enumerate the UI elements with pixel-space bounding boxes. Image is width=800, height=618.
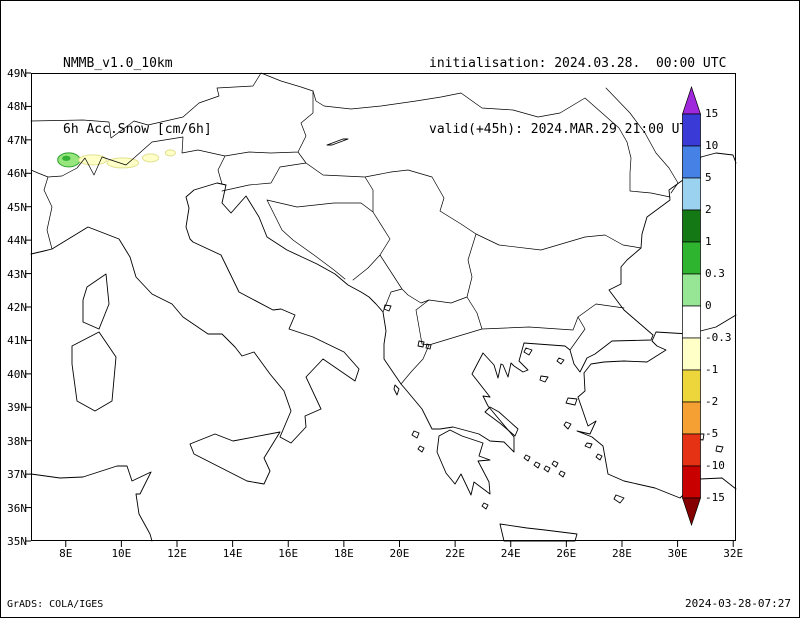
colorbar-level-label: -10 xyxy=(705,459,725,472)
snow-patch xyxy=(164,149,176,157)
lat-tick-label: 46N xyxy=(7,167,27,181)
axis-ticks xyxy=(25,72,734,547)
colorbar-segment xyxy=(682,369,701,403)
lakes xyxy=(326,138,724,453)
borders-west-alps xyxy=(30,72,314,250)
lon-tick-label: 20E xyxy=(389,547,410,560)
lon-tick-label: 8E xyxy=(59,547,73,560)
colorbar-segment xyxy=(682,241,701,275)
snow-patch xyxy=(106,157,140,169)
creation-timestamp: 2024-03-28-07:27 xyxy=(685,597,791,610)
island-corsica xyxy=(82,273,110,330)
lat-tick-label: 36N xyxy=(7,501,27,515)
lat-tick-label: 45N xyxy=(7,200,27,214)
colorbar-arrow-top xyxy=(682,86,701,115)
island-sardinia xyxy=(71,331,117,412)
colorbar-level-label: -1 xyxy=(705,363,719,376)
title-block: NMMB_v1.0_10km 6h Acc.Snow [cm/6h] xyxy=(63,9,212,185)
colorbar xyxy=(682,86,701,527)
colorbar-level-label: -2 xyxy=(705,395,719,408)
colorbar-level-label: 5 xyxy=(705,171,712,184)
snow-patch xyxy=(62,155,71,161)
lon-tick-label: 14E xyxy=(222,547,243,560)
island-sicily xyxy=(189,431,281,485)
map-area xyxy=(25,72,737,547)
lat-tick-label: 41N xyxy=(7,334,27,348)
coastline-europe xyxy=(30,152,737,453)
grads-credit: GrADS: COLA/IGES xyxy=(7,599,104,610)
lat-tick-label: 43N xyxy=(7,267,27,281)
colorbar-segment xyxy=(682,209,701,243)
colorbar-level-label: -15 xyxy=(705,491,725,504)
lat-tick-label: 35N xyxy=(7,535,27,548)
minor-islands xyxy=(393,347,625,510)
colorbar-level-label: 0 xyxy=(705,299,712,312)
colorbar-segment xyxy=(682,145,701,179)
lat-tick-label: 37N xyxy=(7,468,27,482)
map-frame xyxy=(31,73,736,541)
time-block: initialisation: 2024.03.28. 00:00 UTC va… xyxy=(429,9,726,185)
lon-tick-label: 10E xyxy=(111,547,132,560)
colorbar-level-label: 1 xyxy=(705,235,712,248)
colorbar-segment xyxy=(682,177,701,211)
lat-tick-label: 42N xyxy=(7,301,27,314)
colorbar-segment xyxy=(682,337,701,371)
colorbar-segment xyxy=(682,433,701,467)
lon-tick-label: 26E xyxy=(556,547,577,560)
lon-tick-label: 18E xyxy=(333,547,354,560)
colorbar-segment xyxy=(682,305,701,339)
field-name: 6h Acc.Snow [cm/6h] xyxy=(63,122,212,137)
valid-time: valid(+45h): 2024.MAR.29 21:00 UTC xyxy=(429,122,696,137)
init-time: initialisation: 2024.03.28. 00:00 UTC xyxy=(429,56,727,71)
colorbar-level-label: 2 xyxy=(705,203,712,216)
coastline-north-africa xyxy=(30,465,153,542)
lat-tick-label: 48N xyxy=(7,100,27,114)
colorbar-level-label: -5 xyxy=(705,427,719,440)
island-crete xyxy=(499,523,578,542)
snow-patch xyxy=(142,153,160,163)
lat-tick-label: 40N xyxy=(7,367,27,381)
lon-tick-label: 28E xyxy=(612,547,632,560)
island-euboea xyxy=(484,406,519,437)
model-name: NMMB_v1.0_10km xyxy=(63,56,173,71)
lon-tick-label: 30E xyxy=(667,547,688,560)
peninsula-peloponnese xyxy=(436,429,491,496)
lat-tick-label: 47N xyxy=(7,133,27,147)
lat-tick-label: 49N xyxy=(7,67,27,80)
lat-tick-label: 44N xyxy=(7,234,27,248)
lon-tick-label: 16E xyxy=(278,547,299,560)
lon-tick-label: 12E xyxy=(167,547,187,560)
colorbar-segment xyxy=(682,465,701,499)
colorbar-level-label: 10 xyxy=(705,139,719,152)
lat-tick-label: 39N xyxy=(7,401,27,415)
colorbar-arrow-bottom xyxy=(682,497,701,527)
snow-patch xyxy=(78,154,108,166)
snow-shading-layer xyxy=(57,149,176,169)
colorbar-level-label: 15 xyxy=(705,107,719,120)
lon-tick-label: 32E xyxy=(723,547,744,560)
colorbar-level-label: 0.3 xyxy=(705,267,725,280)
borders-central-balkans xyxy=(221,90,477,313)
colorbar-level-label: -0.3 xyxy=(705,331,732,344)
colorbar-segment xyxy=(682,113,701,147)
lon-tick-label: 22E xyxy=(445,547,466,560)
colorbar-segment xyxy=(682,273,701,307)
borders-east xyxy=(312,87,679,385)
colorbar-segment xyxy=(682,401,701,435)
lon-tick-label: 24E xyxy=(500,547,521,560)
lat-tick-label: 38N xyxy=(7,434,27,448)
